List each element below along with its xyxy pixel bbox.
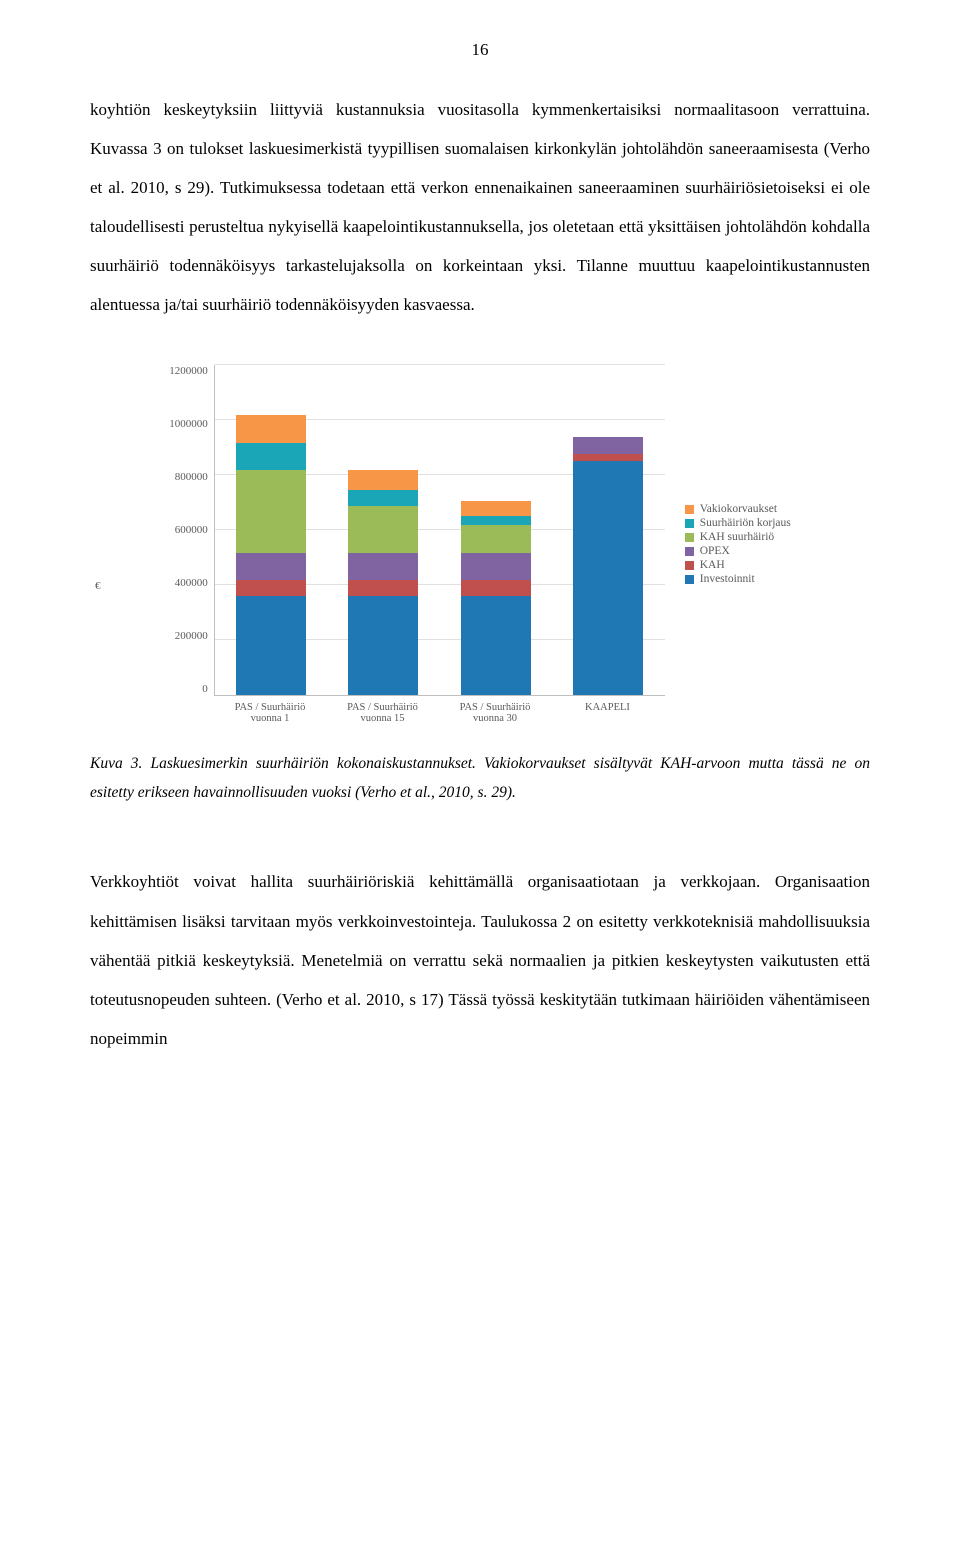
chart-area: 120000010000008000006000004000002000000 …: [169, 365, 791, 724]
bar-segment: [348, 470, 418, 489]
bar-segment: [461, 596, 531, 695]
bar-segment: [573, 461, 643, 695]
stacked-bar: [573, 437, 643, 694]
legend-label: KAH: [700, 559, 725, 571]
y-tick-label: 1200000: [169, 365, 208, 377]
bar-segment: [461, 516, 531, 526]
page-number: 16: [90, 40, 870, 60]
legend-swatch: [685, 505, 694, 514]
figure-caption: Kuva 3. Laskuesimerkin suurhäiriön kokon…: [90, 749, 870, 808]
legend-label: Suurhäiriön korjaus: [700, 517, 791, 529]
bar-segment: [236, 470, 306, 553]
bar-segment: [236, 415, 306, 443]
bar-segment: [236, 443, 306, 471]
legend-swatch: [685, 533, 694, 542]
bar-segment: [236, 553, 306, 581]
bar-segment: [573, 437, 643, 454]
y-axis-label: €: [95, 580, 101, 592]
bar-segment: [461, 553, 531, 581]
y-tick-label: 400000: [175, 577, 208, 589]
y-tick-label: 200000: [175, 630, 208, 642]
x-tick-label: KAAPELI: [557, 702, 657, 724]
bar-segment: [461, 580, 531, 595]
paragraph-1: koyhtiön keskeytyksiin liittyviä kustann…: [90, 90, 870, 325]
y-tick-label: 800000: [175, 471, 208, 483]
y-tick-label: 1000000: [169, 418, 208, 430]
legend-swatch: [685, 547, 694, 556]
legend: Vakiokorvaukset Suurhäiriön korjaus KAH su…: [685, 365, 791, 724]
y-axis: 1200000 1000000 800000 600000 400000 200000 0: [169, 365, 214, 695]
x-tick-label: PAS / Suurhäiriö vuonna 30: [445, 702, 545, 724]
bar-segment: [573, 454, 643, 461]
bar-segment: [348, 490, 418, 507]
stacked-bar: [236, 415, 306, 694]
plot-area: [214, 365, 665, 696]
legend-swatch: [685, 575, 694, 584]
bar-segment: [348, 553, 418, 581]
legend-item: Suurhäiriön korjaus: [685, 517, 791, 529]
bar-segment: [236, 580, 306, 595]
y-tick-label: 600000: [175, 524, 208, 536]
plot-column: PAS / Suurhäiriö vuonna 1 PAS / Suurhäiri…: [214, 365, 665, 724]
legend-swatch: [685, 561, 694, 570]
bar-segment: [236, 596, 306, 695]
legend-label: Investoinnit: [700, 573, 755, 585]
legend-item: KAH: [685, 559, 791, 571]
legend-item: OPEX: [685, 545, 791, 557]
legend-label: OPEX: [700, 545, 730, 557]
legend-swatch: [685, 519, 694, 528]
legend-label: Vakiokorvaukset: [700, 503, 777, 515]
legend-label: KAH suurhäiriö: [700, 531, 774, 543]
bar-segment: [461, 525, 531, 553]
page: 16 koyhtiön keskeytyksiin liittyviä kust…: [0, 0, 960, 1565]
bar-segment: [348, 596, 418, 695]
stacked-bar: [461, 501, 531, 695]
x-tick-label: PAS / Suurhäiriö vuonna 1: [220, 702, 320, 724]
bar-segment: [348, 580, 418, 595]
legend-item: Investoinnit: [685, 573, 791, 585]
x-axis-labels: PAS / Suurhäiriö vuonna 1 PAS / Suurhäiri…: [214, 702, 664, 724]
chart-wrap: € 1200000 1000000 800000 600000 400000 200000…: [90, 365, 870, 724]
bar-segment: [348, 506, 418, 553]
legend-item: KAH suurhäiriö: [685, 531, 791, 543]
x-tick-label: PAS / Suurhäiriö vuonna 15: [332, 702, 432, 724]
paragraph-2: Verkkoyhtiöt voivat hallita suurhäiriöri…: [90, 862, 870, 1057]
bar-segment: [461, 501, 531, 516]
legend-item: Vakiokorvaukset: [685, 503, 791, 515]
y-tick-label: 0: [202, 683, 208, 695]
bars-container: [215, 365, 665, 695]
stacked-bar: [348, 470, 418, 694]
